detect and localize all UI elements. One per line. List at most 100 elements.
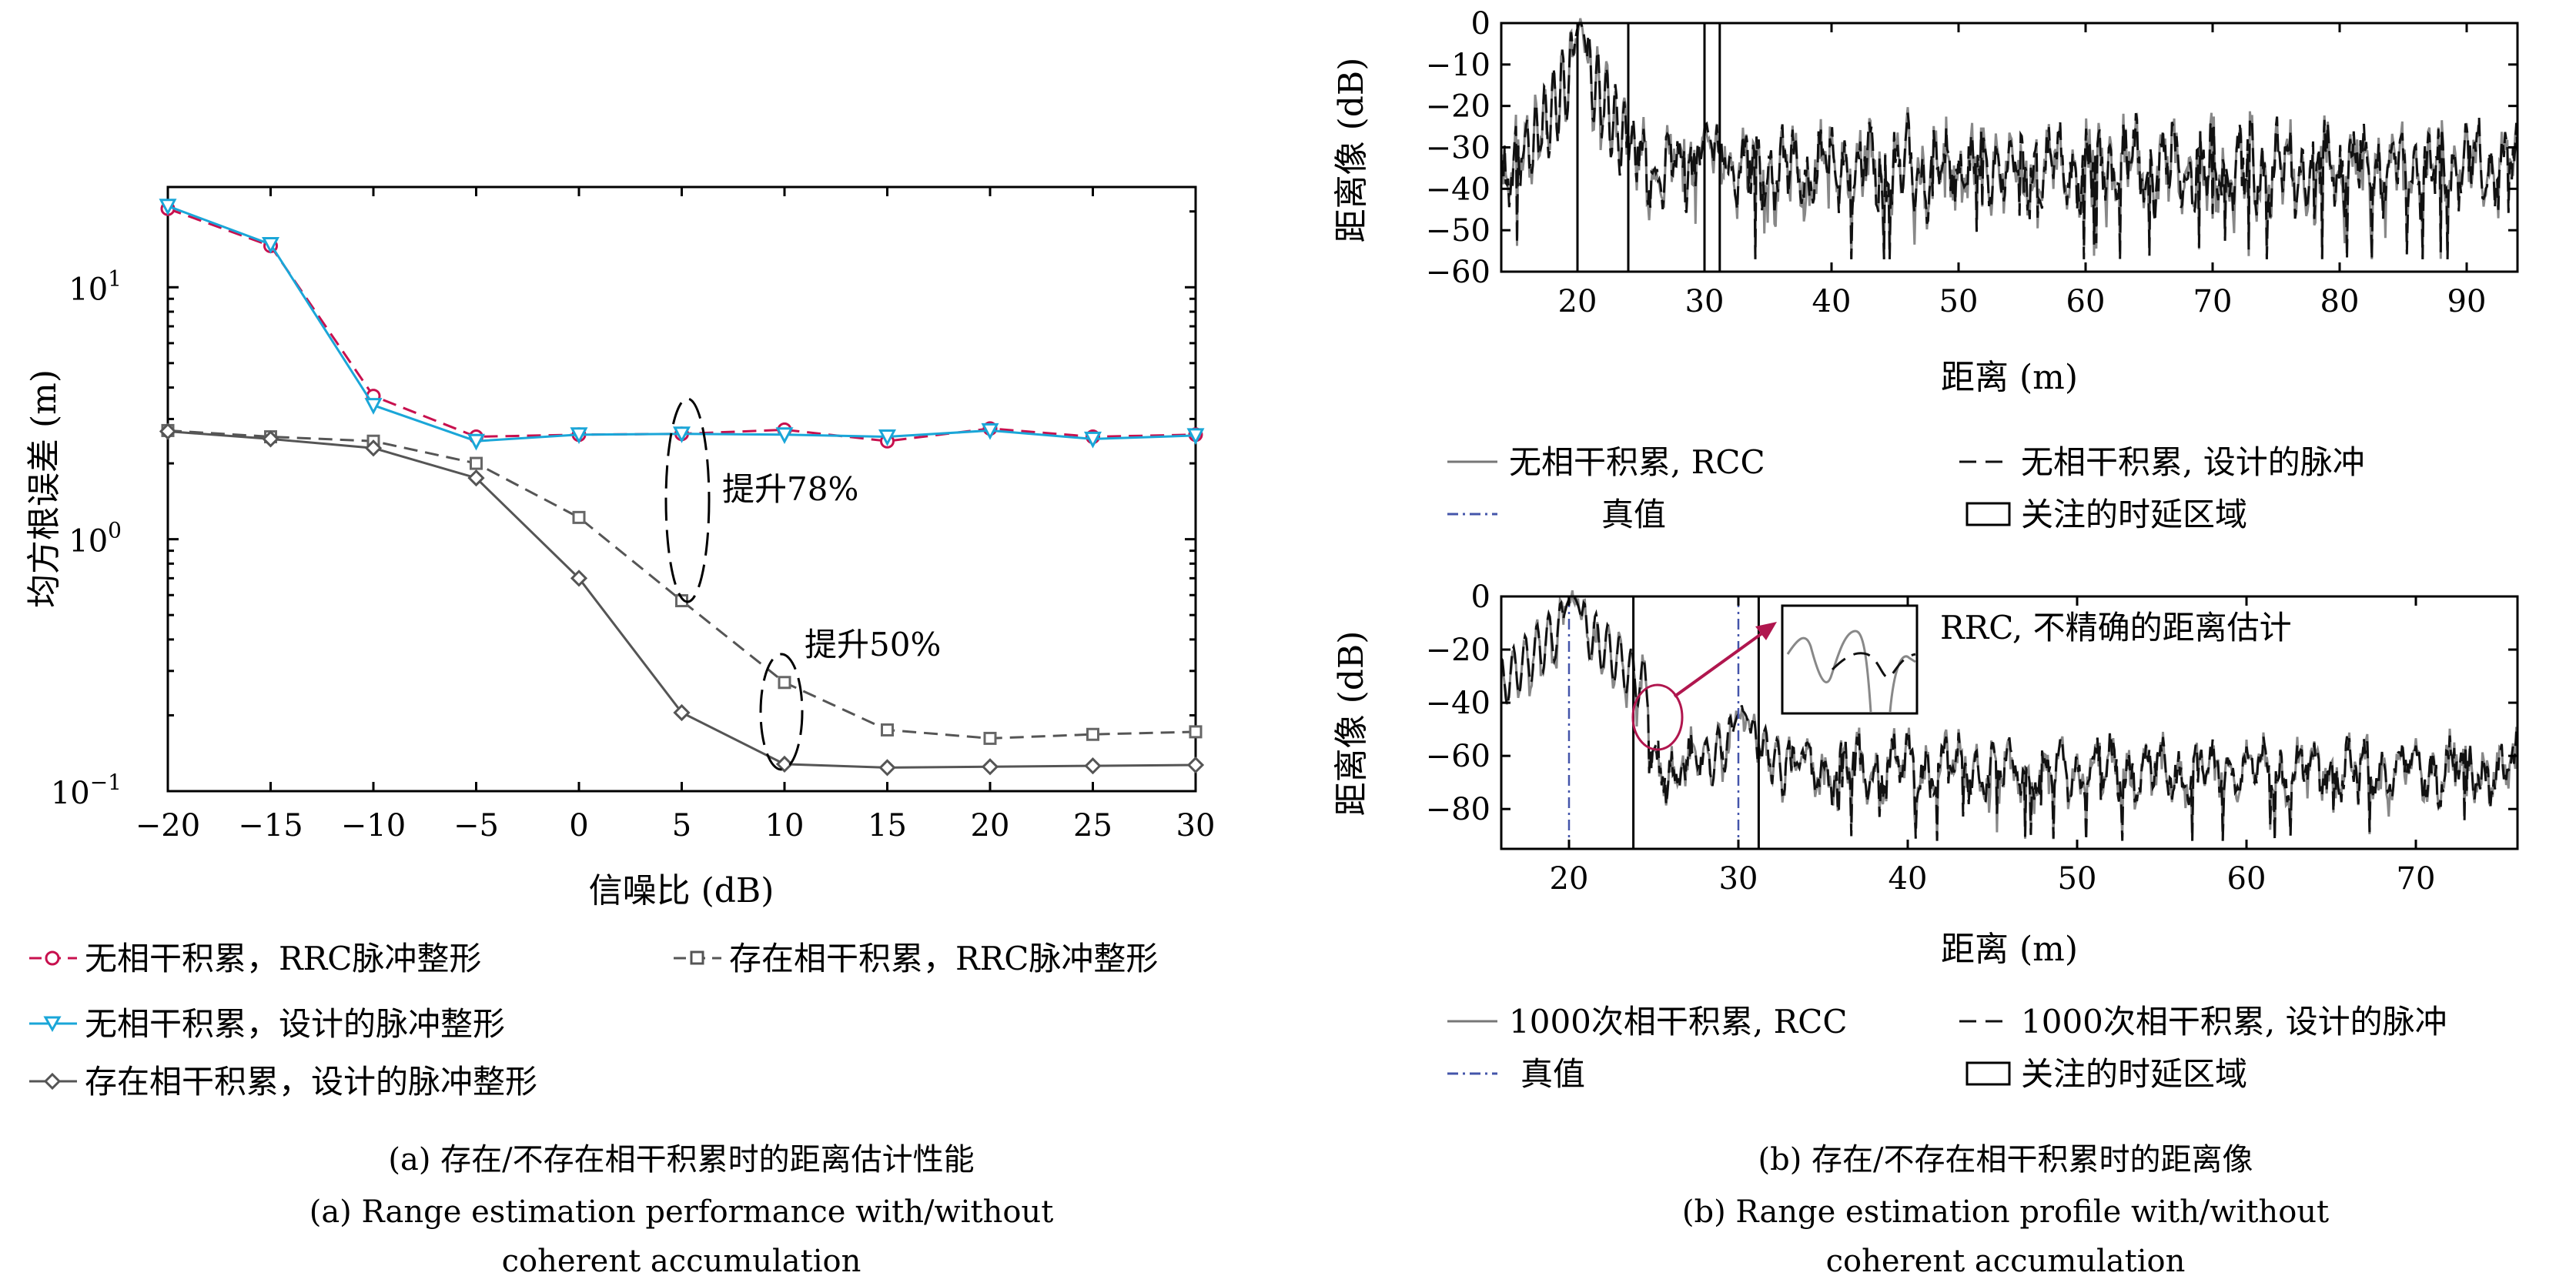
data-point — [878, 429, 896, 446]
caption-b-en-line2: coherent accumulation — [1826, 1244, 2186, 1279]
series-line-designed — [1500, 22, 2519, 259]
x-tick-label: 60 — [2066, 284, 2106, 319]
data-point — [1186, 428, 1205, 446]
data-point — [673, 703, 691, 722]
x-tick-label: 50 — [1939, 284, 1979, 319]
data-point — [981, 423, 999, 440]
region-of-interest-box — [1632, 595, 1760, 850]
x-tick-label: −20 — [135, 808, 200, 843]
x-tick-label: 10 — [765, 808, 805, 843]
legend-label-no-acc-designed: 无相干积累，设计的脉冲整形 — [85, 1005, 505, 1043]
caption-b-zh: (b) 存在/不存在相干积累时的距离像 — [1758, 1142, 2253, 1177]
legend-label-acc-rrc: 存在相干积累，RRC脉冲整形 — [729, 940, 1158, 977]
x-tick-label: 0 — [569, 808, 588, 843]
x-tick-label: 20 — [1558, 284, 1597, 319]
data-point — [570, 427, 588, 444]
zoom-arrow — [1673, 631, 1765, 698]
x-tick-label: 50 — [2058, 861, 2097, 897]
legend-item-acc-rrc: 存在相干积累，RRC脉冲整形 — [674, 940, 1158, 977]
panel-a-y-axis-label: 均方根误差 (m) — [25, 369, 64, 608]
legend-label-b-bottom-designed: 1000次相干积累, 设计的脉冲 — [2021, 1003, 2447, 1040]
data-point — [775, 755, 794, 773]
data-point — [159, 199, 177, 215]
x-tick-label: 15 — [868, 808, 907, 843]
captions: (a) 存在/不存在相干积累时的距离估计性能 (a) Range estimat… — [309, 1142, 2329, 1279]
y-tick-label: −80 — [1426, 792, 1490, 827]
x-tick-label: 30 — [1685, 284, 1725, 319]
y-tick-label: 0 — [1471, 6, 1490, 42]
legend-label-b-bottom-rcc: 1000次相干积累, RCC — [1509, 1003, 1847, 1040]
legend-item-no-acc-rrc: 无相干积累，RRC脉冲整形 — [29, 940, 481, 977]
data-point — [983, 731, 997, 745]
panel-a-rmse-chart: −20 −15 −10 −5 0 5 10 15 20 25 30 101 100 10−1 提升78%… — [25, 185, 1216, 1101]
x-tick-label: 25 — [1073, 808, 1112, 843]
panel-b-top-legend: 无相干积累, RCC 无相干积累, 设计的脉冲 真值 关注的时延区域 — [1447, 443, 2365, 533]
panel-b-bottom-plot-frame — [1500, 595, 2519, 850]
panel-b-bottom-profile: 20 30 40 50 60 70 0 −20 −40 −60 −80 RRC, 不精确的距离估计… — [1332, 580, 2519, 1093]
panel-b-top-x-axis-label: 距离 (m) — [1941, 358, 2078, 397]
inaccurate-estimate-label: RRC, 不精确的距离估计 — [1940, 609, 2292, 646]
series-line-rcc — [1500, 18, 2519, 259]
data-point — [364, 439, 383, 457]
data-point — [570, 570, 588, 587]
legend-label-b-top-rcc: 无相干积累, RCC — [1509, 443, 1765, 481]
data-point — [981, 758, 999, 776]
panel-b-top-curves — [1500, 18, 2519, 273]
data-point — [572, 510, 586, 524]
panel-a-x-ticks: −20 −15 −10 −5 0 5 10 15 20 25 30 — [135, 187, 1216, 843]
x-tick-label: 40 — [1812, 284, 1852, 319]
data-point — [673, 426, 691, 443]
series-line-designed — [1500, 595, 2519, 841]
y-tick-label: 0 — [1471, 580, 1490, 615]
panel-a-series — [159, 199, 1205, 777]
legend-label-b-bottom-region: 关注的时延区域 — [2021, 1055, 2247, 1093]
x-tick-label: 30 — [1176, 808, 1216, 843]
caption-b-en-line1: (b) Range estimation profile with/withou… — [1682, 1194, 2329, 1230]
y-tick-label: −60 — [1426, 255, 1490, 290]
legend-label-b-top-region: 关注的时延区域 — [2021, 496, 2247, 533]
panel-b-top-y-ticks: 0 −10 −20 −30 −40 −50 −60 — [1426, 6, 2517, 290]
data-point — [1084, 757, 1102, 775]
panel-a-plot-frame — [166, 185, 1197, 793]
data-point — [778, 676, 791, 690]
x-tick-label: 30 — [1719, 861, 1758, 897]
data-point — [878, 759, 896, 777]
y-tick-label: 10−1 — [51, 770, 122, 811]
panel-b-bottom-legend: 1000次相干积累, RCC 1000次相干积累, 设计的脉冲 真值 关注的时延… — [1447, 1003, 2447, 1093]
legend-item-no-acc-designed: 无相干积累，设计的脉冲整形 — [29, 1005, 505, 1043]
data-point — [881, 723, 894, 737]
series-line-1 — [167, 429, 1196, 740]
legend-label-b-bottom-truth: 真值 — [1521, 1055, 1585, 1093]
x-tick-label: −5 — [453, 808, 499, 843]
panel-a-y-ticks: 101 100 10−1 — [51, 210, 1196, 811]
data-point — [470, 456, 483, 470]
panel-b-bottom-x-axis-label: 距离 (m) — [1941, 930, 2078, 969]
data-point — [159, 423, 177, 440]
x-tick-label: 70 — [2397, 861, 2436, 897]
y-tick-label: −30 — [1426, 131, 1490, 166]
data-point — [467, 469, 485, 487]
x-tick-label: 20 — [1550, 861, 1589, 897]
zoom-arrow-head — [1755, 622, 1777, 640]
data-point — [262, 430, 279, 448]
y-tick-label: −40 — [1426, 686, 1490, 721]
data-point — [1084, 431, 1102, 449]
caption-a-en-line1: (a) Range estimation performance with/wi… — [309, 1194, 1054, 1230]
caption-a-zh: (a) 存在/不存在相干积累时的距离估计性能 — [388, 1142, 974, 1177]
panel-a-legend: 无相干积累，RRC脉冲整形 存在相干积累，RRC脉冲整形 无相干积累，设计的脉冲… — [29, 940, 1158, 1101]
y-tick-label: 100 — [69, 518, 122, 559]
legend-label-b-top-truth: 真值 — [1601, 496, 1666, 533]
data-point — [262, 237, 279, 254]
caption-a-en-line2: coherent accumulation — [502, 1244, 861, 1279]
y-tick-label: −60 — [1426, 739, 1490, 774]
x-tick-label: −10 — [341, 808, 406, 843]
y-tick-label: 101 — [69, 266, 122, 307]
legend-label-b-top-designed: 无相干积累, 设计的脉冲 — [2021, 443, 2365, 481]
x-tick-label: 5 — [672, 808, 691, 843]
x-tick-label: 60 — [2227, 861, 2267, 897]
zoom-inset — [1781, 604, 1919, 715]
panel-b-top-y-axis-label: 距离像 (dB) — [1332, 58, 1371, 243]
x-tick-label: 20 — [971, 808, 1010, 843]
inaccurate-estimate-circle — [1631, 683, 1684, 751]
